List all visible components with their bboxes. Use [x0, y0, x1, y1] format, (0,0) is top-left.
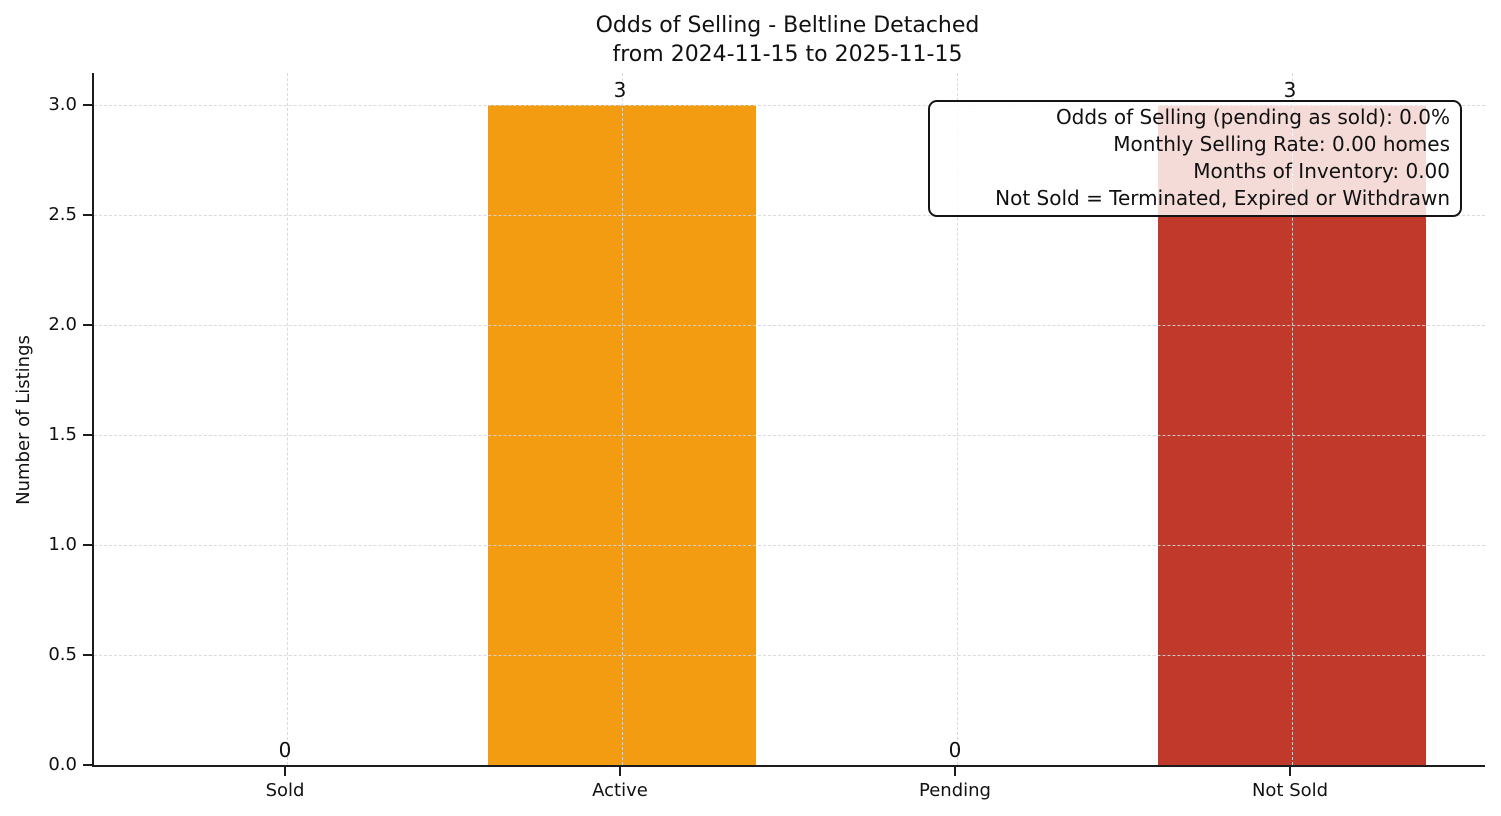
- grid-line-y-0.5: [94, 654, 1485, 656]
- grid-line-y-2.0: [94, 324, 1485, 326]
- grid-line-y-1.0: [94, 544, 1485, 546]
- bar-value-label-active: 3: [613, 77, 627, 102]
- y-tick-label: 3.0: [48, 93, 77, 115]
- y-tick-label: 0.0: [48, 754, 77, 775]
- y-tick-mark: [83, 213, 92, 216]
- x-tick-label-pending: Pending: [919, 780, 991, 801]
- bar-value-label-pending: 0: [948, 738, 962, 762]
- y-tick-mark: [83, 764, 92, 766]
- annotation-months-of-inventory: Months of Inventory: 0.00: [1193, 159, 1450, 183]
- bar-value-label-not-sold: 3: [1283, 77, 1297, 102]
- chart-title: Odds of Selling - Beltline Detached: [595, 13, 980, 38]
- y-tick-label: 1.5: [48, 423, 77, 445]
- y-tick-mark: [83, 323, 92, 326]
- x-tick-label-not-sold: Not Sold: [1251, 780, 1329, 801]
- stats-annotation-box: Odds of Selling (pending as sold): 0.0% …: [928, 100, 1462, 217]
- x-tick-mark: [619, 767, 621, 776]
- bar-value-label-sold: 0: [278, 738, 292, 762]
- grid-line-x-not-sold: [1292, 73, 1293, 765]
- chart-subtitle: from 2024-11-15 to 2025-11-15: [612, 42, 963, 67]
- x-tick-label-active: Active: [592, 780, 648, 801]
- grid-line-x-active: [622, 73, 623, 765]
- grid-line-x-pending: [957, 73, 958, 765]
- annotation-monthly-selling-rate: Monthly Selling Rate: 0.00 homes: [1113, 132, 1450, 156]
- y-axis-label: Number of Listings: [13, 335, 34, 505]
- annotation-odds-of-selling: Odds of Selling (pending as sold): 0.0%: [1055, 105, 1450, 129]
- y-tick-label: 1.0: [48, 533, 77, 555]
- grid-line-x-sold: [287, 73, 288, 765]
- y-tick-mark: [83, 433, 92, 436]
- grid-line-y-3.0: [94, 104, 1485, 106]
- y-tick-mark: [83, 103, 92, 106]
- x-tick-mark: [954, 767, 956, 776]
- chart-title-block: Odds of Selling - Beltline Detached from…: [37, 11, 1501, 69]
- y-tick-label: 0.5: [48, 643, 77, 665]
- y-tick-label: 2.5: [48, 203, 77, 225]
- plot-area: [92, 73, 1485, 767]
- grid-line-y-2.5: [94, 214, 1485, 216]
- y-tick-label: 2.0: [48, 313, 77, 335]
- annotation-not-sold-definition: Not Sold = Terminated, Expired or Withdr…: [995, 186, 1450, 210]
- y-tick-mark: [83, 543, 92, 546]
- x-tick-mark: [1289, 767, 1291, 776]
- x-tick-mark: [284, 767, 286, 776]
- y-tick-mark: [83, 653, 92, 656]
- grid-line-y-1.5: [94, 434, 1485, 436]
- x-tick-label-sold: Sold: [265, 780, 305, 801]
